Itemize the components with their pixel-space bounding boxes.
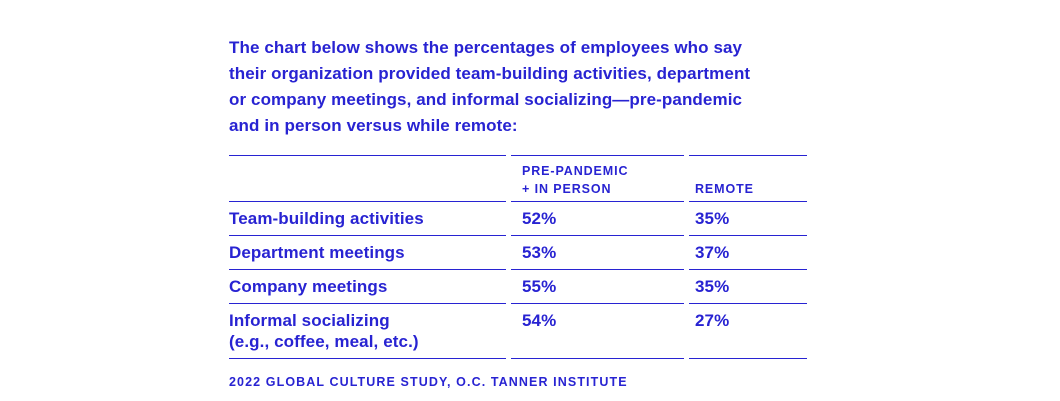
intro-line: or company meetings, and informal social… [229, 90, 743, 109]
pre-pandemic-value-cell: 54% [511, 303, 684, 359]
remote-value-cell: 35% [689, 201, 807, 235]
remote-value-cell: 37% [689, 235, 807, 269]
row-label-cell: Company meetings [229, 269, 506, 303]
row-label-cell: Team-building activities [229, 201, 506, 235]
header-label-line: + IN PERSON [522, 182, 612, 196]
row-label-line: Informal socializing [229, 311, 390, 330]
remote-value-cell: 27% [689, 303, 807, 359]
intro-line: their organization provided team-buildin… [229, 64, 751, 83]
header-cell-empty [229, 155, 506, 201]
header-label-line: REMOTE [695, 182, 754, 196]
remote-value-cell: 35% [689, 269, 807, 303]
pre-pandemic-value-cell: 52% [511, 201, 684, 235]
source-citation: 2022 GLOBAL CULTURE STUDY, O.C. TANNER I… [229, 375, 628, 389]
header-label-line: PRE-PANDEMIC [522, 164, 629, 178]
header-cell-remote: REMOTE [689, 155, 807, 201]
intro-line: The chart below shows the percentages of… [229, 38, 743, 57]
data-table: PRE-PANDEMIC + IN PERSON REMOTE Team-bui… [229, 155, 808, 359]
row-label-cell: Informal socializing (e.g., coffee, meal… [229, 303, 506, 359]
row-label-cell: Department meetings [229, 235, 506, 269]
intro-line: and in person versus while remote: [229, 116, 518, 135]
intro-paragraph: The chart below shows the percentages of… [229, 35, 819, 139]
pre-pandemic-value-cell: 53% [511, 235, 684, 269]
row-label-note: (e.g., coffee, meal, etc.) [229, 332, 419, 351]
header-cell-pre-pandemic: PRE-PANDEMIC + IN PERSON [511, 155, 684, 201]
pre-pandemic-value-cell: 55% [511, 269, 684, 303]
